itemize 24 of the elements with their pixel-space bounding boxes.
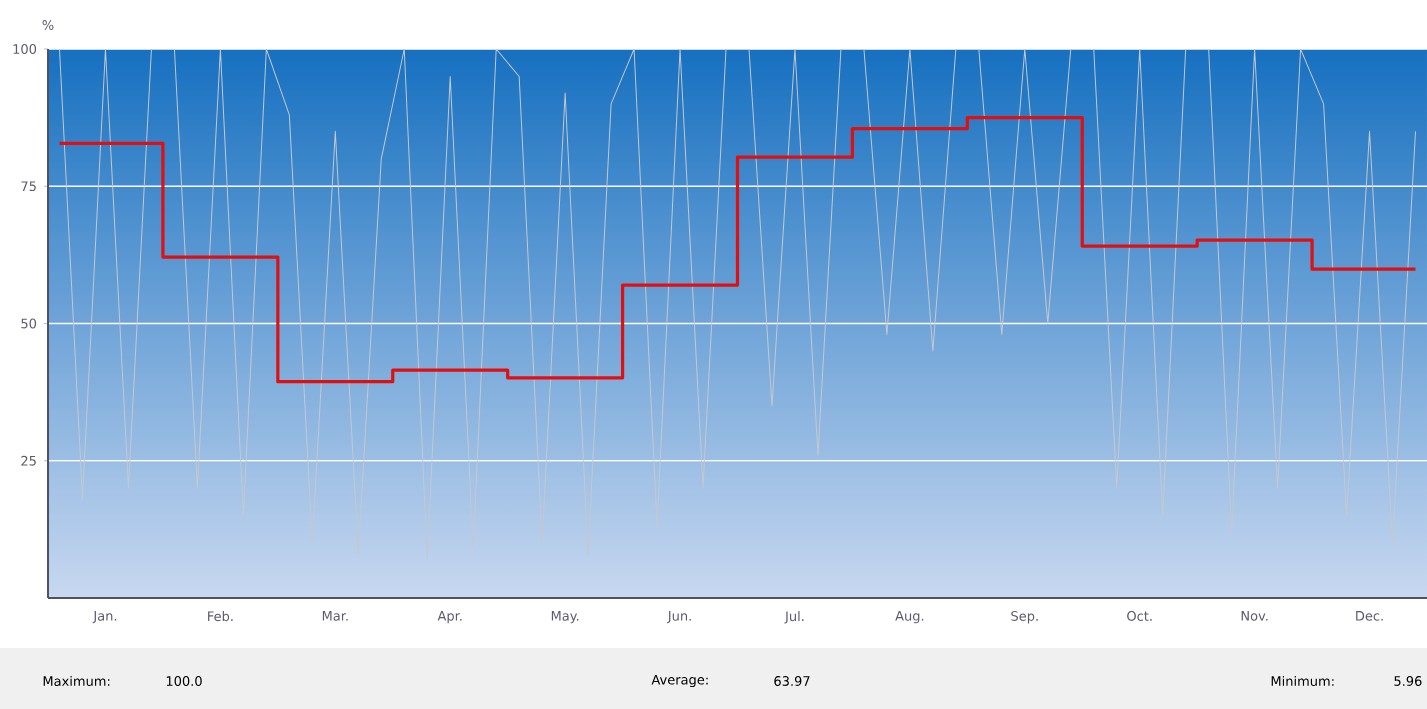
x-tick-label: Jul.: [784, 611, 804, 624]
x-tick-label: Mar.: [322, 611, 348, 621]
text: 63.97: [774, 676, 810, 686]
x-tick-label: May.: [551, 611, 579, 624]
line-series: [59, 49, 1416, 561]
text: 100.0: [166, 676, 202, 686]
x-tick-label: Jun.: [667, 611, 691, 624]
x-tick-label: Nov.: [1241, 611, 1268, 621]
x-tick-label: Apr.: [437, 611, 462, 624]
text: Minimum:: [1271, 675, 1334, 687]
y-tick-label: 25: [21, 455, 36, 466]
x-tick-label: Sep.: [1011, 611, 1038, 624]
x-tick-label: Jan.: [92, 611, 117, 624]
text: Maximum:: [43, 675, 110, 687]
y-tick-label: 75: [21, 181, 36, 192]
x-tick-label: Aug.: [895, 611, 924, 624]
y-tick-label: 100: [13, 44, 37, 54]
y-tick-label: 50: [21, 318, 37, 329]
y-axis-title: %: [42, 20, 54, 30]
x-tick-label: Feb.: [208, 611, 233, 622]
text: Average:: [651, 674, 708, 688]
x-tick-label: Dec.: [1356, 611, 1383, 621]
text: 5.96: [1394, 676, 1422, 686]
x-tick-label: Oct.: [1127, 611, 1152, 621]
